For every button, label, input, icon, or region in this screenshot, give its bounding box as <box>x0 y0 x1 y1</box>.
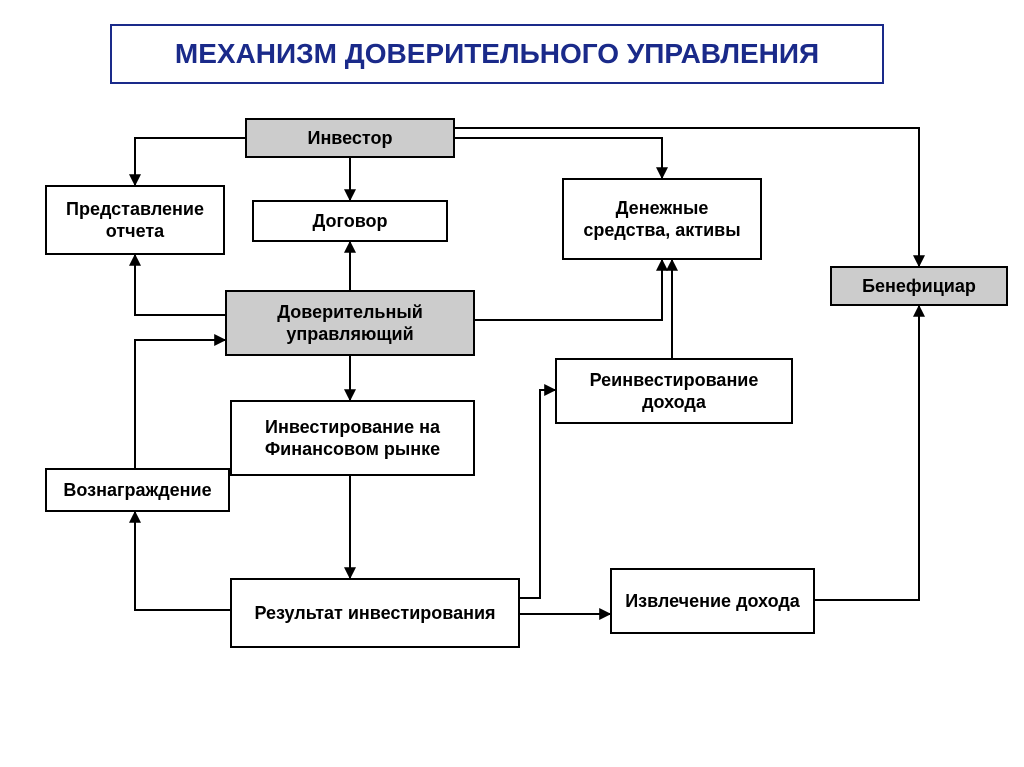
node-label: Бенефициар <box>862 275 976 298</box>
edges-layer <box>0 0 1024 767</box>
node-label: Реинвестирование дохода <box>565 369 783 414</box>
node-label: Результат инвестирования <box>254 602 495 625</box>
node-report: Представление отчета <box>45 185 225 255</box>
diagram-canvas: МЕХАНИЗМ ДОВЕРИТЕЛЬНОГО УПРАВЛЕНИЯ Инвес… <box>0 0 1024 767</box>
edge <box>815 306 919 600</box>
node-label: Представление отчета <box>55 198 215 243</box>
edge <box>135 512 230 610</box>
edge <box>520 390 555 598</box>
node-extract: Извлечение дохода <box>610 568 815 634</box>
node-beneficiary: Бенефициар <box>830 266 1008 306</box>
edge <box>455 138 662 178</box>
node-label: Извлечение дохода <box>625 590 800 613</box>
edge <box>135 255 225 315</box>
edge <box>135 340 225 468</box>
node-trustee: Доверительный управляющий <box>225 290 475 356</box>
edge <box>475 260 662 320</box>
node-label: Инвестирование на Финансовом рынке <box>240 416 465 461</box>
node-investor: Инвестор <box>245 118 455 158</box>
diagram-title: МЕХАНИЗМ ДОВЕРИТЕЛЬНОГО УПРАВЛЕНИЯ <box>110 24 884 84</box>
node-label: Вознаграждение <box>63 479 211 502</box>
node-label: Доверительный управляющий <box>235 301 465 346</box>
node-reward: Вознаграждение <box>45 468 230 512</box>
node-reinvest: Реинвестирование дохода <box>555 358 793 424</box>
node-cash: Денежные средства, активы <box>562 178 762 260</box>
edge <box>135 138 245 185</box>
node-label: Инвестор <box>308 127 393 150</box>
node-result: Результат инвестирования <box>230 578 520 648</box>
node-investing: Инвестирование на Финансовом рынке <box>230 400 475 476</box>
node-label: Договор <box>312 210 387 233</box>
node-label: Денежные средства, активы <box>572 197 752 242</box>
title-text: МЕХАНИЗМ ДОВЕРИТЕЛЬНОГО УПРАВЛЕНИЯ <box>175 38 819 70</box>
node-contract: Договор <box>252 200 448 242</box>
